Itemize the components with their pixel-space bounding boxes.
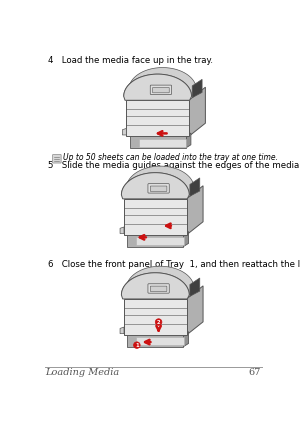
Text: 4   Load the media face up in the tray.: 4 Load the media face up in the tray. xyxy=(48,57,213,65)
Circle shape xyxy=(155,319,162,325)
Text: 5   Slide the media guides against the edges of the media.: 5 Slide the media guides against the edg… xyxy=(48,161,300,170)
Polygon shape xyxy=(120,227,124,233)
Polygon shape xyxy=(136,337,184,346)
FancyBboxPatch shape xyxy=(150,85,172,94)
FancyBboxPatch shape xyxy=(150,186,167,191)
Polygon shape xyxy=(186,133,191,148)
Polygon shape xyxy=(124,299,187,335)
Text: 6   Close the front panel of Tray  1, and then reattach the lid.: 6 Close the front panel of Tray 1, and t… xyxy=(48,261,300,269)
Text: 2: 2 xyxy=(157,320,160,325)
Polygon shape xyxy=(120,327,124,334)
Polygon shape xyxy=(189,87,206,136)
Polygon shape xyxy=(122,273,189,299)
FancyBboxPatch shape xyxy=(153,88,169,93)
Text: Up to 50 sheets can be loaded into the tray at one time.: Up to 50 sheets can be loaded into the t… xyxy=(63,153,278,162)
Polygon shape xyxy=(136,237,184,245)
Polygon shape xyxy=(130,136,186,148)
Polygon shape xyxy=(124,68,196,96)
FancyBboxPatch shape xyxy=(150,286,167,292)
Polygon shape xyxy=(139,139,186,147)
Polygon shape xyxy=(187,186,203,235)
Text: 67: 67 xyxy=(248,368,261,377)
Text: 1: 1 xyxy=(135,343,139,348)
Polygon shape xyxy=(127,235,183,246)
Text: Loading Media: Loading Media xyxy=(45,368,119,377)
Circle shape xyxy=(134,342,140,348)
Polygon shape xyxy=(183,332,189,347)
Polygon shape xyxy=(183,232,189,246)
Polygon shape xyxy=(126,100,189,136)
FancyBboxPatch shape xyxy=(148,184,169,193)
Polygon shape xyxy=(122,166,194,195)
FancyBboxPatch shape xyxy=(148,284,169,293)
Polygon shape xyxy=(192,79,202,98)
Polygon shape xyxy=(124,199,187,235)
Polygon shape xyxy=(127,335,183,347)
Polygon shape xyxy=(124,74,192,100)
Polygon shape xyxy=(190,278,200,296)
Polygon shape xyxy=(122,266,194,295)
Polygon shape xyxy=(190,178,200,196)
FancyBboxPatch shape xyxy=(52,155,61,163)
Polygon shape xyxy=(122,128,126,135)
Polygon shape xyxy=(122,173,189,199)
Polygon shape xyxy=(187,286,203,335)
